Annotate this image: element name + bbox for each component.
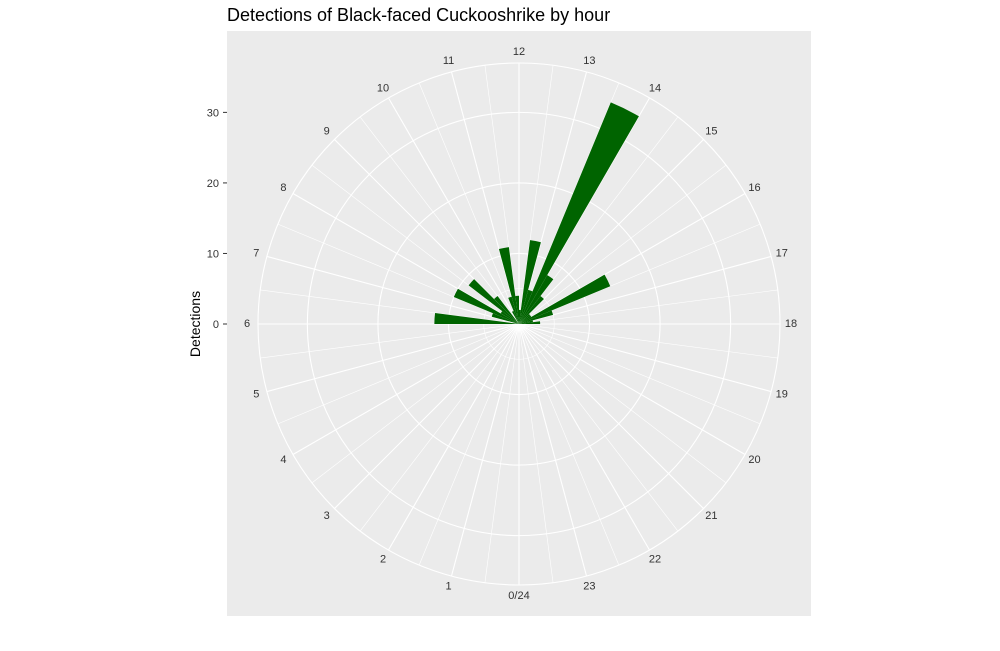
hour-label: 3 [324,510,330,522]
bar-hour-16 [519,274,611,324]
minor-spoke [311,323,520,484]
minor-spoke [418,82,520,325]
hour-label: 7 [253,248,259,260]
minor-spoke [518,323,727,484]
y-tick-label: 20 [207,178,219,190]
bar-hour-15-5 [519,315,532,324]
major-spoke [266,323,520,393]
hour-label: 11 [443,55,454,67]
major-spoke [518,323,746,455]
hour-label: 4 [280,454,286,466]
hour-label: 23 [583,581,595,593]
bar-hour-10 [511,310,519,324]
hour-label: 5 [253,388,259,400]
outer-grid-circle [257,62,781,586]
minor-spoke [518,65,554,325]
hour-labels-layer: 0/24123456789101112131415161718192021222… [244,46,797,602]
hour-label: 10 [377,82,389,94]
hour-label: 21 [705,510,717,522]
minor-spoke [359,323,520,532]
bar-hour-6 [434,312,519,324]
major-spoke [518,323,772,393]
minor-spoke [484,65,520,325]
hour-label: 14 [649,82,661,94]
major-spoke [518,323,704,509]
bar-hour-11-5 [515,295,519,324]
major-spoke [518,193,746,325]
bar-hour-17 [519,320,533,324]
major-spoke [518,323,588,577]
major-spoke [292,193,520,325]
bar-hour-9 [494,296,519,324]
minor-spoke [260,323,520,359]
major-spoke [518,139,704,325]
minor-spoke [518,323,778,359]
bar-hour-14 [519,275,554,324]
bar-hour-16-5 [519,310,554,324]
hour-label: 17 [776,248,788,260]
bar-hour-17-5 [519,321,541,324]
major-spoke [266,255,520,325]
hour-label: 2 [380,553,386,565]
minor-spoke [518,116,679,325]
bar-hour-12-5 [519,240,541,324]
hour-label: 9 [324,126,330,138]
bar-hour-13-5 [519,102,639,324]
hour-label: 20 [748,454,760,466]
hour-label: 6 [244,318,250,330]
bar-hour-7-5 [453,288,519,324]
chart-title: Detections of Black-faced Cuckooshrike b… [227,5,610,25]
hour-label: 13 [583,55,595,67]
bar-hour-14-5 [519,296,544,324]
major-grid-circle [306,111,732,537]
bar-hour-8-5 [468,279,519,324]
hour-label: 0/24 [508,590,529,602]
minor-spoke [518,289,778,325]
major-spoke [388,323,520,551]
major-spoke [334,323,520,509]
major-spoke [518,323,650,551]
bar-hour-8 [500,311,519,324]
hour-label: 8 [280,182,286,194]
y-axis-label: Detections [187,291,203,357]
y-tick-label: 30 [207,107,219,119]
major-spoke [292,323,520,455]
hour-label: 22 [649,553,661,565]
y-axis: 0 10 20 30 [207,107,227,331]
minor-spoke [484,323,520,583]
hour-label: 15 [705,126,717,138]
minor-spoke [359,116,520,325]
major-spoke [518,255,772,325]
minor-spoke [518,323,679,532]
bars-layer [434,102,639,324]
hour-label: 1 [446,581,452,593]
major-grid-circle [377,182,661,466]
hour-label: 18 [785,318,797,330]
minor-spoke [518,323,761,425]
y-tick-label: 10 [207,248,219,260]
hour-label: 16 [748,182,760,194]
minor-spoke [418,323,520,566]
bar-hour-13 [519,289,533,324]
bar-hour-11 [498,247,519,324]
bar-hour-10-5 [508,296,519,324]
minor-spoke [518,164,727,325]
y-tick-label: 0 [213,319,219,331]
major-spoke [388,97,520,325]
minor-spoke [518,323,620,566]
minor-spoke [277,323,520,425]
major-spoke [450,71,520,325]
hour-label: 12 [513,46,525,58]
bar-hour-15 [519,314,531,324]
major-spoke [450,323,520,577]
bar-hour-12 [519,309,521,324]
major-spoke [518,97,650,325]
minor-spoke [518,323,554,583]
bar-hour-7 [491,313,519,324]
hour-label: 19 [776,388,788,400]
